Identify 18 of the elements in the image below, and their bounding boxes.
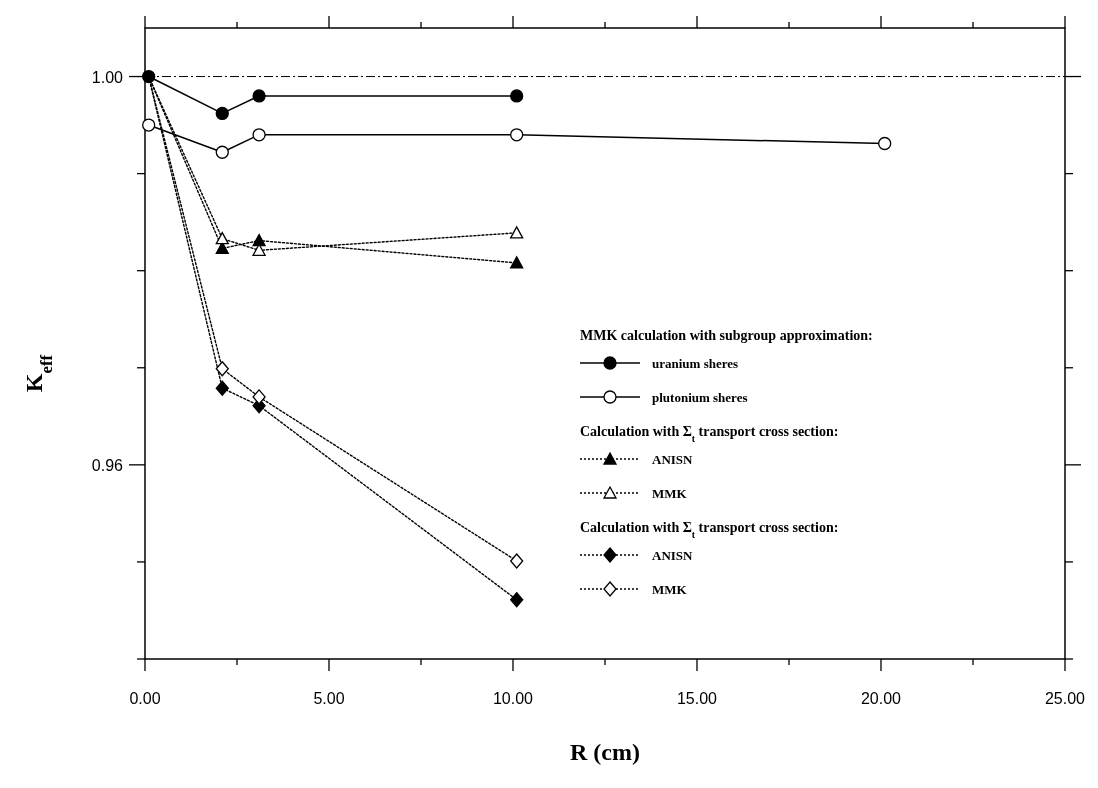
x-tick-label: 20.00 bbox=[860, 690, 902, 707]
x-tick-label: 25.00 bbox=[1044, 690, 1086, 707]
x-tick-label: 0.00 bbox=[129, 690, 161, 707]
annotation: MMK calculation with subgroup approximation: bbox=[580, 328, 873, 343]
x-tick-label: 15.00 bbox=[676, 690, 718, 707]
x-axis-title: R (cm) bbox=[570, 739, 640, 765]
legend-label: MMK bbox=[652, 582, 688, 597]
legend-label: MMK bbox=[652, 486, 688, 501]
y-tick-label: 0.96 bbox=[91, 456, 124, 474]
legend-label: plutonium sheres bbox=[652, 390, 748, 405]
y-tick-label: 1.00 bbox=[91, 68, 124, 86]
annotation: Calculation with Σ$_{t}$ transport cross section: bbox=[580, 520, 839, 540]
x-tick-label: 5.00 bbox=[313, 690, 345, 707]
legend-label: uranium sheres bbox=[652, 356, 739, 371]
legend-label: ANISN bbox=[652, 452, 694, 467]
annotation: Calculation with Σ$_{t}$ transport cross section: bbox=[580, 424, 839, 444]
legend-label: ANISN bbox=[652, 548, 694, 563]
x-tick-label: 10.00 bbox=[492, 690, 534, 707]
